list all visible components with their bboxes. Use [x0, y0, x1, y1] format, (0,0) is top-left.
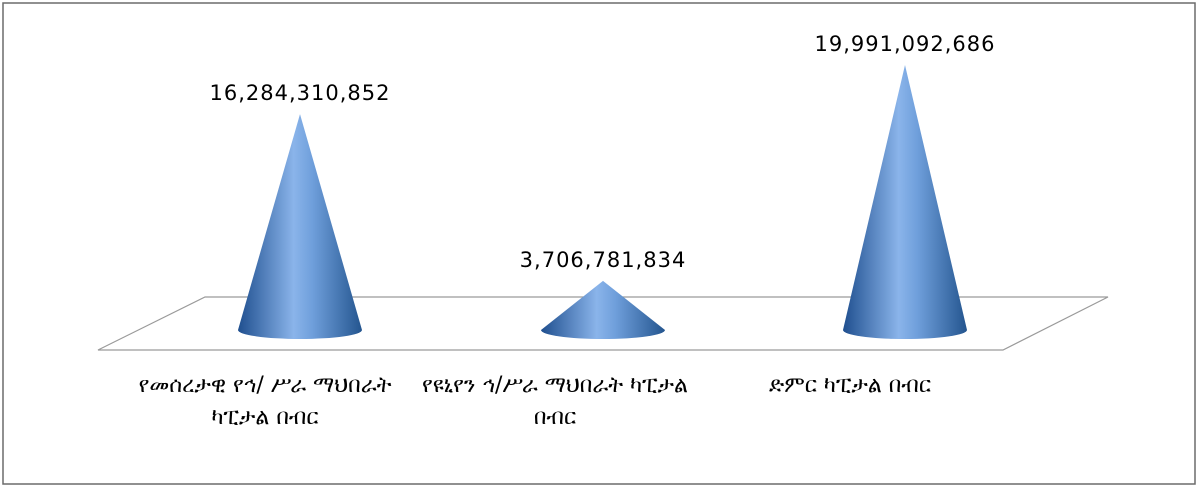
- cone: [541, 280, 665, 339]
- data-label: 3,706,781,834: [520, 248, 687, 272]
- x-tick-label: ድምር ካፒታል በብር: [768, 373, 932, 398]
- data-label: 19,991,092,686: [815, 32, 996, 56]
- data-label: 16,284,310,852: [210, 81, 391, 105]
- x-tick-label: የዩኒየን ኅ/ሥራ ማህበራት ካፒታል በብር: [422, 373, 688, 430]
- cone: [238, 114, 362, 339]
- x-tick-label: የመሰረታዊ የኅ/ ሥራ ማህበራት ካፒታል በብር: [138, 373, 392, 430]
- cone: [843, 65, 967, 339]
